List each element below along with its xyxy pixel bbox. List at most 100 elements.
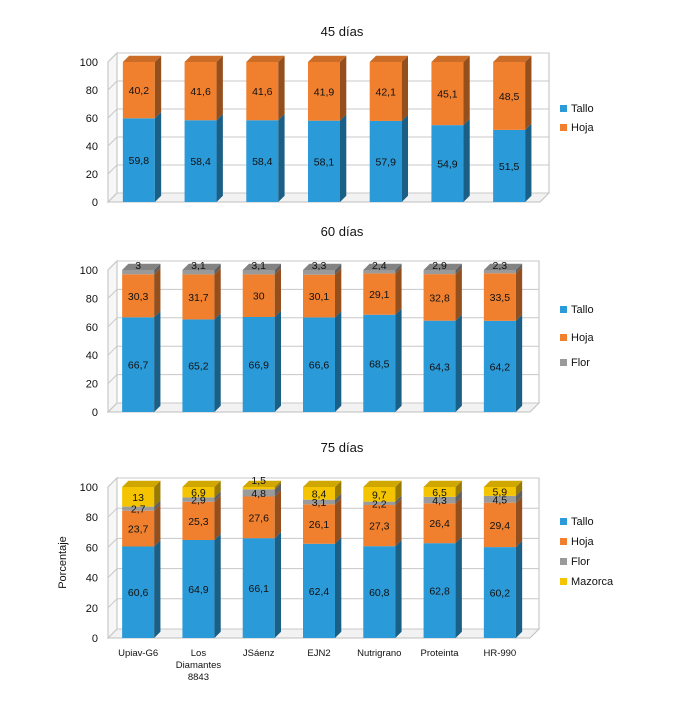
bar-side-hoja xyxy=(340,55,347,121)
data-label: 40,2 xyxy=(129,85,150,97)
data-label: 57,9 xyxy=(375,156,396,168)
bar-segment-tallo xyxy=(303,317,335,412)
bar-segment-tallo xyxy=(369,120,402,202)
bar-stack: 62,8 26,4 4,36,5 xyxy=(423,480,462,638)
bar-stack: 66,1 27,6 4,81,5 xyxy=(242,475,282,638)
bar-stack: 51,5 48,5 xyxy=(493,55,532,202)
legend-label: Tallo xyxy=(571,103,594,115)
bar-top-flor xyxy=(423,263,462,270)
data-label: 64,9 xyxy=(188,584,209,596)
category-label: JSáenz xyxy=(243,648,275,659)
bar-side-flor xyxy=(274,482,282,497)
data-label: 33,5 xyxy=(490,292,511,304)
legend-swatch xyxy=(560,359,567,366)
bar-segment-hoja xyxy=(122,510,155,547)
data-label: 64,3 xyxy=(429,361,450,373)
bar-side-mazorca xyxy=(274,480,282,490)
bar-segment-tallo xyxy=(182,540,215,638)
data-label: 51,5 xyxy=(499,161,520,173)
bar-segment-tallo xyxy=(122,118,155,202)
bar-top-mazorca xyxy=(363,480,402,487)
data-label: 3,3 xyxy=(312,260,327,272)
gridline xyxy=(107,260,539,271)
data-label: 8,4 xyxy=(312,488,327,500)
bar-segment-hoja xyxy=(182,274,215,320)
data-label: 9,7 xyxy=(372,489,387,501)
bar-segment-flor xyxy=(182,497,215,502)
bar-segment-flor xyxy=(303,499,335,505)
bar-segment-tallo xyxy=(303,543,335,638)
bar-side-hoja xyxy=(214,268,221,320)
bar-stack: 59,8 40,2 xyxy=(122,55,162,202)
bar-side-tallo xyxy=(214,313,221,412)
bar-top-flor xyxy=(122,263,161,270)
data-label: 58,1 xyxy=(314,156,335,168)
y-tick-label: 0 xyxy=(92,407,98,419)
chart-2: 60 días02040608010066,730,3365,231,73,16… xyxy=(80,224,595,419)
data-label: 26,4 xyxy=(429,518,450,530)
bar-segment-hoja xyxy=(303,274,335,318)
data-label: 6,9 xyxy=(191,487,206,499)
bar-side-flor xyxy=(455,263,462,275)
bar-side-mazorca xyxy=(154,480,161,507)
bar-stack: 60,8 27,3 2,29,7 xyxy=(363,480,402,638)
bar-side-flor xyxy=(154,263,161,275)
bar-side-tallo xyxy=(335,537,342,638)
bar-side-tallo xyxy=(395,308,402,412)
y-tick-label: 100 xyxy=(80,57,98,69)
chart-1: 45 días 0 20 40 60 80 100 59,8 40,2 58,4 41,6 58,4 4… xyxy=(80,24,595,209)
bar-segment-hoja xyxy=(122,62,155,119)
bar-top-mazorca xyxy=(182,480,221,487)
bar-top-hoja xyxy=(431,55,470,62)
y-tick-label: 60 xyxy=(86,113,98,125)
data-label: 30,1 xyxy=(309,291,330,303)
bar-side-tallo xyxy=(214,533,221,638)
bar-side-hoja xyxy=(214,495,221,541)
data-label: 3,1 xyxy=(312,497,327,509)
y-tick-label: 40 xyxy=(86,573,98,585)
legend-label: Hoja xyxy=(571,122,595,134)
bar-side-hoja xyxy=(463,55,470,126)
data-label: 3 xyxy=(135,260,141,272)
bar-top-mazorca xyxy=(303,480,342,487)
bar-side-hoja xyxy=(455,267,462,321)
bar-side-tallo xyxy=(455,536,462,638)
bar-segment-hoja xyxy=(303,504,335,544)
bar-top-hoja xyxy=(308,55,347,62)
bar-side-hoja xyxy=(274,490,282,539)
data-label: 26,1 xyxy=(309,519,330,531)
bar-side-hoja xyxy=(515,266,523,321)
bar-side-flor xyxy=(395,263,402,274)
data-label: 65,2 xyxy=(188,361,209,373)
bar-segment-mazorca xyxy=(122,487,155,507)
bar-segment-hoja xyxy=(122,274,155,318)
bar-side-flor xyxy=(335,493,342,505)
bar-segment-hoja xyxy=(423,274,456,321)
chart-title: 45 días xyxy=(321,24,364,39)
bar-segment-tallo xyxy=(423,543,456,638)
bar-side-flor xyxy=(214,263,221,275)
bar-side-flor xyxy=(214,491,221,502)
bar-segment-mazorca xyxy=(242,487,275,490)
bar-side-tallo xyxy=(455,314,462,412)
bar-side-tallo xyxy=(395,539,402,638)
data-label: 6,5 xyxy=(432,487,447,499)
y-tick-label: 80 xyxy=(86,512,98,524)
bar-top-mazorca xyxy=(122,480,161,487)
bar-segment-tallo xyxy=(246,120,279,202)
y-tick-label: 60 xyxy=(86,542,98,554)
data-label: 58,4 xyxy=(252,156,273,168)
bar-side-hoja xyxy=(335,268,342,318)
bar-side-tallo xyxy=(278,113,285,202)
bar-segment-tallo xyxy=(431,125,464,202)
bar-segment-hoja xyxy=(431,62,464,126)
bar-side-flor xyxy=(395,495,402,505)
bar-segment-hoja xyxy=(369,62,402,121)
bar-segment-mazorca xyxy=(363,487,396,502)
legend-label: Hoja xyxy=(571,536,595,548)
data-label: 2,7 xyxy=(131,504,146,516)
data-label: 59,8 xyxy=(129,155,150,167)
legend-swatch xyxy=(560,124,567,131)
bar-side-hoja xyxy=(154,267,161,318)
legend-swatch xyxy=(560,518,567,525)
